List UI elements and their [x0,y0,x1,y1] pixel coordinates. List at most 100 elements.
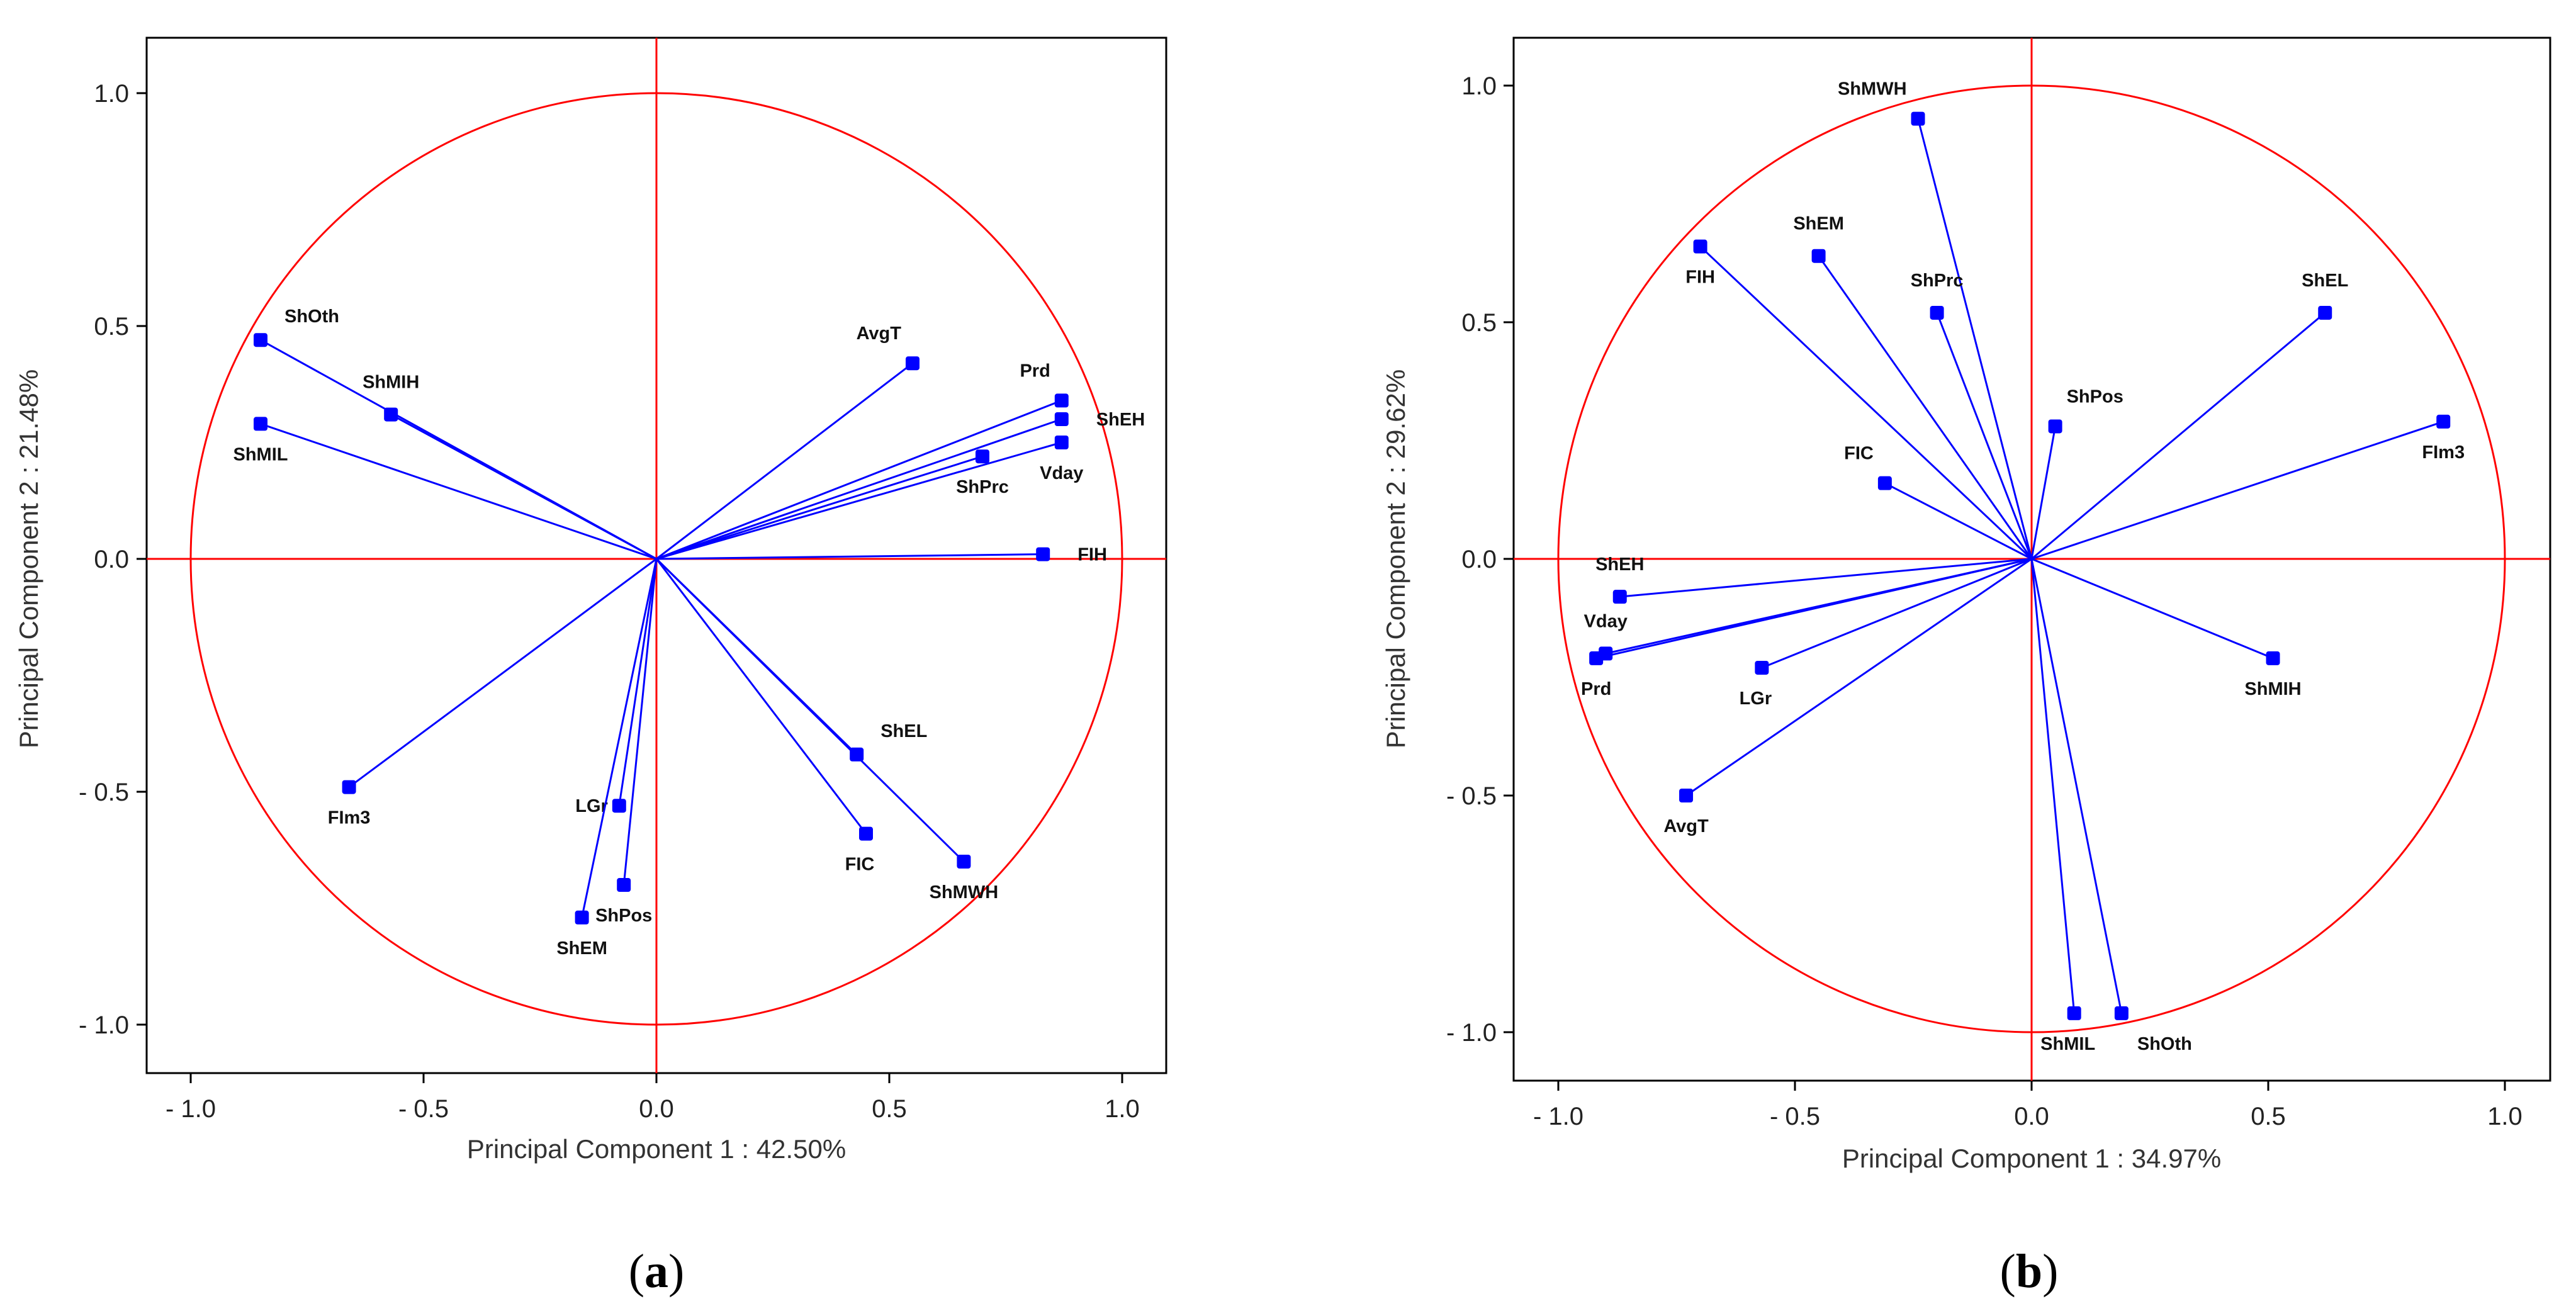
variable-label-ShEM: ShEM [1793,214,1844,234]
loading-point-FIH [1693,239,1707,254]
loading-point-ShPos [2048,419,2062,434]
loading-vector-ShPos [622,558,658,886]
loading-point-AvgT [1679,789,1694,802]
loading-vector-FIH [656,553,1043,560]
y-tick-label: 0.5 [94,313,129,340]
loading-point-LGr [1755,660,1769,675]
loading-point-ShMIH [384,407,398,422]
loading-vector-FIm3 [348,558,657,788]
loading-vector-ShEL [2031,312,2326,560]
loading-point-FIC [859,826,873,841]
loading-vector-ShEM [1818,255,2033,560]
loading-vector-ShMIH [390,414,657,560]
loading-point-Prd [1054,393,1069,408]
chart-panel-a: - 1.0 - 0.5 0.0 0.5 1.0 1.0 0.5 0.0 - 0.5 - 1.0 Pr… [14,37,1167,1298]
loading-point-Prd [1589,651,1604,665]
variable-label-ShOth: ShOth [284,307,339,327]
loading-point-ShPrc [1930,305,1944,320]
variable-label-Vday: Vday [1584,611,1628,631]
loading-point-ShOth [254,333,267,347]
loading-point-ShMWH [957,855,971,869]
loading-point-LGr [612,799,626,813]
y-axis-label: Principal Component 2 : 21.48% [14,369,43,748]
variable-label-ShEM: ShEM [556,938,607,959]
variable-label-ShMIL: ShMIL [233,444,288,464]
variable-label-FIC: FIC [1844,444,1874,464]
variable-label-FIH: FIH [1685,267,1715,288]
variable-label-LGr: LGr [575,796,608,816]
loading-vector-ShMIL [260,422,657,560]
y-tick-label: - 1.0 [1446,1019,1497,1047]
x-tick-label: 1.0 [2487,1103,2523,1130]
x-tick-label: - 0.5 [1770,1103,1820,1130]
y-tick-label: 1.0 [1461,72,1497,100]
loading-vector-ShPrc [656,455,983,560]
loading-point-Vday [1054,436,1069,449]
loading-vector-Vday [656,441,1062,560]
variable-label-ShOth: ShOth [2137,1034,2192,1054]
chart-panel-b: - 1.0 - 0.5 0.0 0.5 1.0 1.0 0.5 0.0 - 0.5 - 1.0 Pr… [1381,37,2551,1298]
loading-vector-LGr [1761,558,2032,669]
variable-label-ShEH: ShEH [1096,410,1145,430]
y-tick-label: 0.5 [1461,309,1497,337]
loading-vector-FIH [1699,245,2033,560]
loading-point-FIC [1877,476,1892,490]
loading-vector-ShEH [1619,558,2032,598]
variable-label-ShPos: ShPos [2067,386,2123,407]
loading-point-ShEL [2318,305,2332,320]
loading-point-ShMIH [2266,651,2280,665]
variable-label-FIC: FIC [845,855,875,875]
x-tick-label: 0.0 [639,1095,674,1123]
variable-label-ShPos: ShPos [595,906,652,926]
loading-point-ShEH [1054,412,1069,426]
x-axis-label: Principal Component 1 : 42.50% [467,1134,846,1164]
loading-vector-ShMIH [2031,558,2274,660]
variable-label-ShMWH: ShMWH [930,882,999,903]
y-tick-label: 0.0 [1461,546,1497,573]
y-tick-label: 1.0 [94,80,129,108]
loading-point-ShOth [2114,1006,2129,1020]
loading-vector-ShMIL [2030,558,2076,1014]
variable-label-LGr: LGr [1740,689,1772,709]
caption-letter: a [644,1245,668,1298]
x-axis-label: Principal Component 1 : 34.97% [1842,1144,2221,1173]
variable-label-ShEL: ShEL [880,721,927,741]
loading-point-AvgT [906,356,920,371]
loading-vector-Prd [656,400,1062,560]
loading-point-ShMIL [2067,1006,2081,1020]
loading-vector-FIm3 [2031,420,2444,560]
variable-label-FIH: FIH [1077,545,1107,565]
y-tick-label: - 1.0 [79,1011,129,1039]
loading-vector-ShOth [2030,558,2123,1014]
variable-label-AvgT: AvgT [857,324,902,344]
loading-point-ShPos [617,878,631,892]
variable-label-ShPrc: ShPrc [1911,271,1964,291]
caption-close-paren: ) [2042,1245,2058,1298]
y-tick-label: - 0.5 [79,779,129,806]
loading-vector-ShPos [2030,426,2057,560]
panel-caption: (a) [629,1245,685,1298]
loading-vector-FIC [1884,482,2032,560]
variable-label-ShEL: ShEL [2302,271,2348,291]
variable-label-FIm3: FIm3 [328,808,371,828]
variable-label-ShMIH: ShMIH [363,373,419,393]
x-tick-label: 0.0 [2014,1103,2049,1130]
y-tick-label: 0.0 [94,546,129,573]
caption-letter: b [2016,1245,2042,1298]
loading-vector-LGr [618,558,658,806]
loading-vector-ShMWH [1917,118,2033,560]
caption-close-paren: ) [668,1245,684,1298]
loading-point-ShMWH [1911,111,1925,126]
loading-point-ShEM [1811,249,1826,263]
loading-point-FIH [1036,547,1050,561]
loading-point-ShMIL [254,417,267,431]
variable-label-ShPrc: ShPrc [956,477,1009,497]
x-tick-label: 0.5 [872,1095,907,1123]
loading-point-ShPrc [976,449,989,464]
loading-vector-ShEH [656,418,1062,560]
loading-vector-AvgT [656,363,913,560]
x-tick-label: - 1.0 [1533,1103,1583,1130]
variable-label-FIm3: FIm3 [2422,442,2465,463]
x-tick-label: 1.0 [1105,1095,1140,1123]
